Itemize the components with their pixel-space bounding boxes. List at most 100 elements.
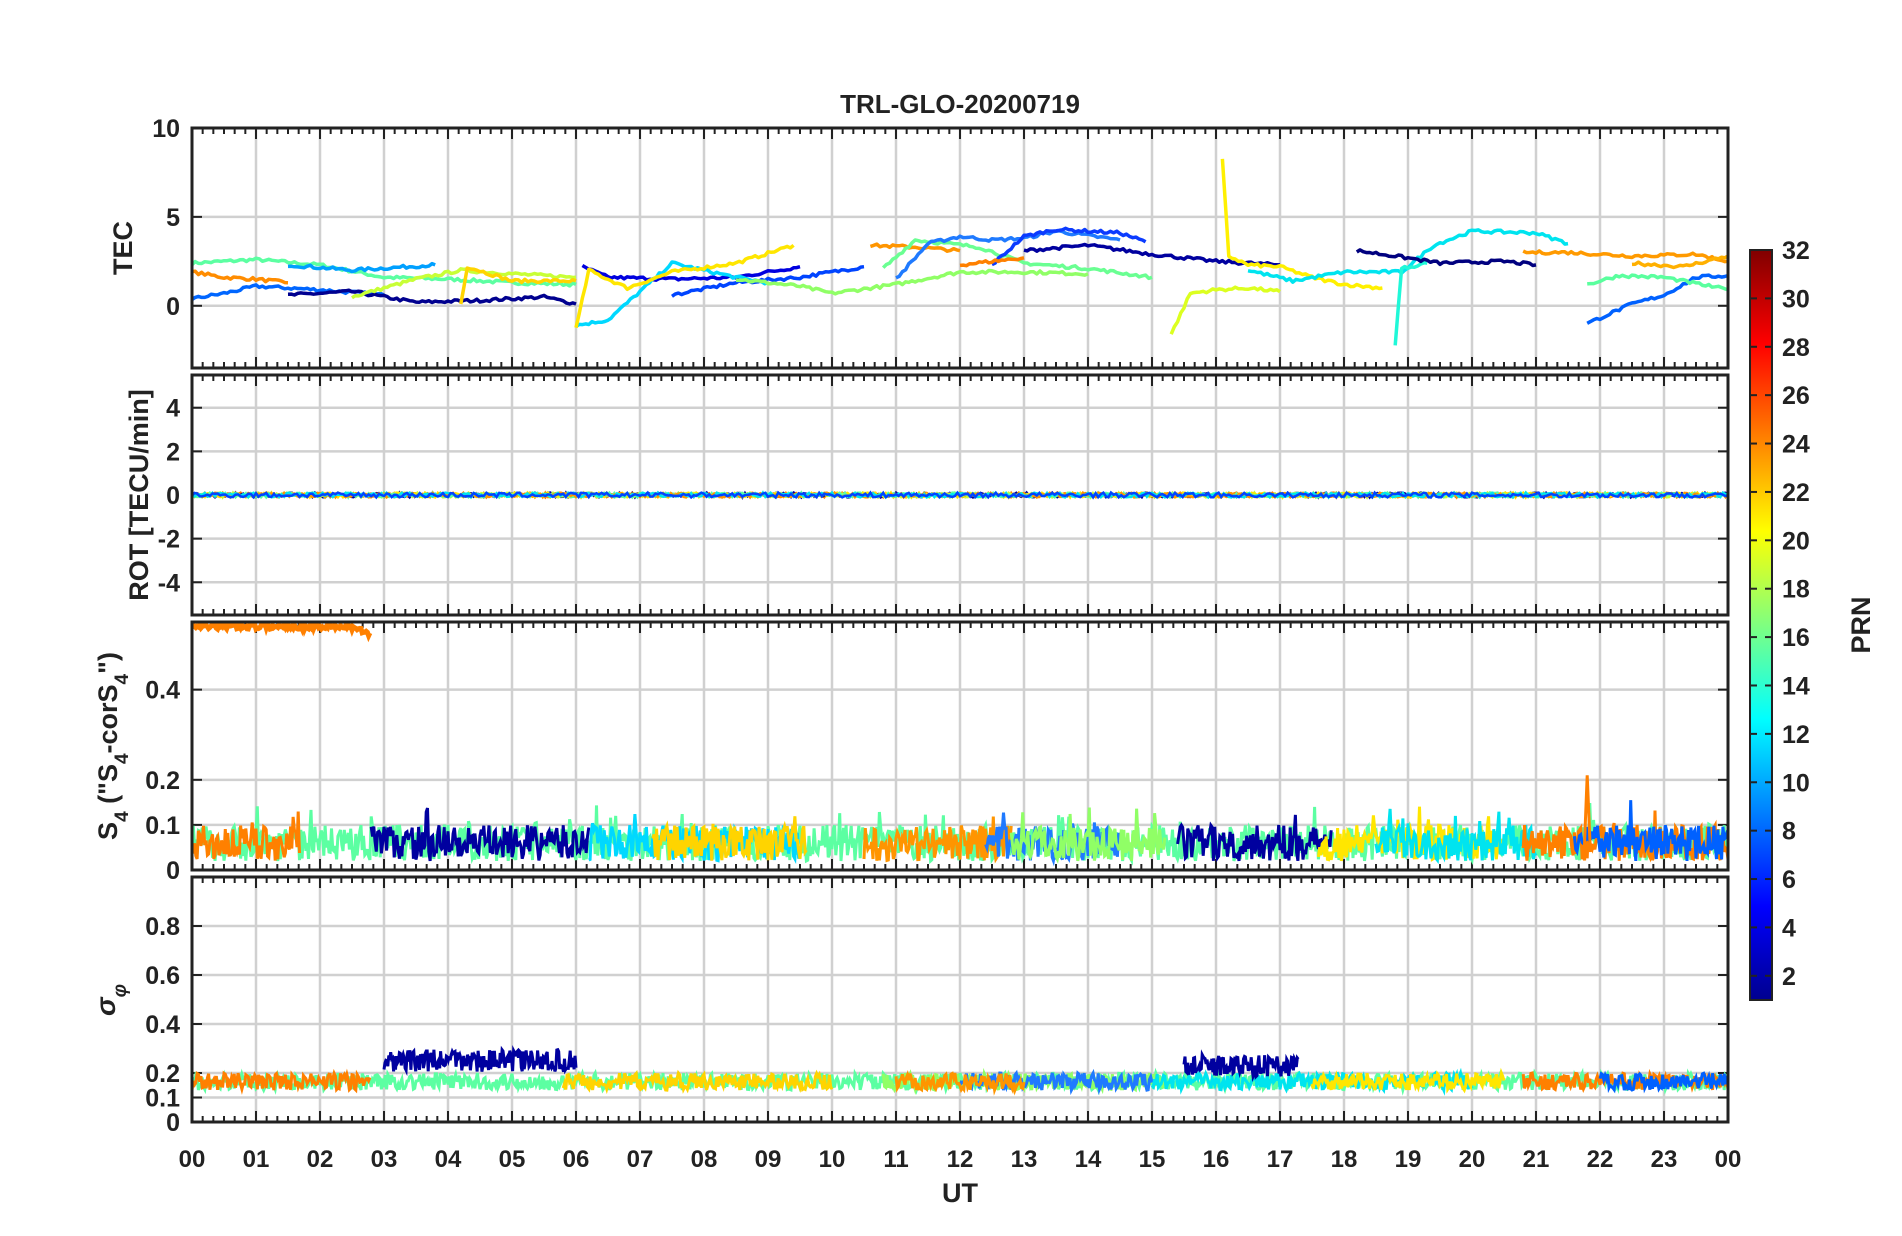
s4-ytick-label: 0.2 xyxy=(145,767,180,795)
tec-series-line xyxy=(1355,248,1537,268)
x-tick-label: 03 xyxy=(371,1146,398,1173)
s4-data xyxy=(192,622,1728,867)
sigma_phi-ytick-label: 0.2 xyxy=(145,1060,180,1088)
tec-series-line xyxy=(1023,242,1281,267)
tec-axis-label: TEC xyxy=(108,221,138,275)
s4-series-line xyxy=(1572,800,1728,862)
s4-series-line xyxy=(862,816,1013,864)
x-tick-label: 02 xyxy=(307,1146,334,1173)
x-tick-label: 15 xyxy=(1139,1146,1166,1173)
colorbar-tick-label: 32 xyxy=(1782,237,1810,265)
x-tick-label: 21 xyxy=(1523,1146,1550,1173)
x-tick-label: 09 xyxy=(755,1146,782,1173)
colorbar-label: PRN xyxy=(1846,596,1876,653)
tec-series-line xyxy=(287,288,577,306)
tec-series-line xyxy=(575,260,769,329)
rot-frame xyxy=(190,373,1730,617)
tec-series-line xyxy=(735,268,1089,296)
tec-series-line xyxy=(869,242,961,253)
tec-series-line xyxy=(287,261,436,274)
rot-ytick-label: 0 xyxy=(166,482,180,510)
tec-series-line xyxy=(1169,285,1281,335)
sigma-enhancement-line xyxy=(1182,1049,1300,1083)
sigma_phi-ytick-label: 0 xyxy=(166,1109,180,1137)
x-tick-label: 11 xyxy=(883,1146,908,1173)
s4-series-line xyxy=(984,812,1122,867)
s4-series-line xyxy=(651,816,808,861)
rot-series-line xyxy=(192,490,1728,500)
colorbar-tick-label: 4 xyxy=(1782,914,1796,942)
tec-series-line xyxy=(581,263,801,282)
x-tick-label: 06 xyxy=(563,1146,590,1173)
tec-series-line xyxy=(1631,254,1728,270)
rot-panel: -4 -2 0 2 4 xyxy=(158,373,1730,617)
x-tick-label: 14 xyxy=(1075,1146,1102,1173)
s4-ytick-label: 0.4 xyxy=(145,677,180,705)
x-tick-label: 22 xyxy=(1587,1146,1614,1173)
rot-ytick-label: 2 xyxy=(166,438,180,466)
tec-series-line xyxy=(671,264,865,298)
x-tick-label: 10 xyxy=(819,1146,846,1173)
tec-series-line xyxy=(991,226,1147,267)
sigma_phi-data xyxy=(192,1045,1728,1096)
x-tick-label: 13 xyxy=(1011,1146,1038,1173)
tec-series-line xyxy=(959,256,1025,268)
x-tick-label: 20 xyxy=(1459,1146,1486,1173)
rot-ytick-label: 4 xyxy=(166,395,180,423)
x-tick-labels: 00 01 02 03 04 05 06 07 08 09 10 11 12 13 14 15 16 17 18 19… xyxy=(179,1146,1742,1173)
s4-series-line xyxy=(1009,807,1167,864)
x-tick-label: 17 xyxy=(1267,1146,1294,1173)
x-tick-label: 04 xyxy=(435,1146,462,1173)
s4-ytick-label: 0.1 xyxy=(145,812,180,840)
tec-frame xyxy=(190,126,1730,370)
sigma-enhancement-line xyxy=(382,1045,578,1077)
tec-series-line xyxy=(574,243,795,329)
rot-data xyxy=(192,490,1728,500)
colorbar-tick-label: 6 xyxy=(1782,866,1796,894)
colorbar-tick-label: 18 xyxy=(1782,576,1810,604)
colorbar-tick-label: 20 xyxy=(1782,527,1810,555)
x-tick-label: 12 xyxy=(947,1146,974,1173)
tec-series-line xyxy=(351,267,577,300)
x-tick-label: 05 xyxy=(499,1146,526,1173)
x-tick-label: 16 xyxy=(1203,1146,1230,1173)
colorbar-tick-label: 28 xyxy=(1782,334,1810,362)
tec-series-line xyxy=(1522,249,1728,264)
s4-series-line xyxy=(1316,806,1506,862)
colorbar-tick-label: 24 xyxy=(1782,431,1810,459)
s4-series-line xyxy=(369,807,591,862)
sigma-series-line xyxy=(958,1068,1154,1096)
colorbar-tick-label: 10 xyxy=(1782,769,1810,797)
tec-ytick-label: 10 xyxy=(152,115,180,143)
sigma_phi-frame xyxy=(190,875,1730,1124)
tec-series-line xyxy=(459,266,577,305)
s4-series-line xyxy=(1176,814,1333,863)
colorbar-tick-label: 14 xyxy=(1782,672,1810,700)
x-tick-label: 23 xyxy=(1651,1146,1678,1173)
x-axis-label: UT xyxy=(942,1178,978,1208)
colorbar-tick-label: 26 xyxy=(1782,382,1810,410)
colorbar-gradient xyxy=(1749,249,1773,1001)
tec-series-line xyxy=(1586,273,1728,325)
x-tick-label: 00 xyxy=(1715,1146,1742,1173)
tec-series-line xyxy=(1587,273,1728,292)
colorbar-tick-label: 8 xyxy=(1782,818,1796,846)
s4-panel: 0 0.1 0.2 0.4 xyxy=(145,620,1730,885)
tec-series-line xyxy=(1220,158,1383,291)
x-tick-label: 07 xyxy=(627,1146,654,1173)
rot-axis-label: ROT [TECU/min] xyxy=(124,389,154,600)
x-tick-label: 00 xyxy=(179,1146,206,1173)
s4-ytick-label: 0 xyxy=(166,857,180,885)
chart-title: TRL-GLO-20200719 xyxy=(840,89,1080,119)
colorbar-tick-label: 30 xyxy=(1782,285,1810,313)
x-tick-label: 19 xyxy=(1395,1146,1422,1173)
rot-ytick-label: -4 xyxy=(158,569,180,597)
colorbar-tick-label: 16 xyxy=(1782,624,1810,652)
sigma-series-line xyxy=(1310,1067,1506,1094)
s4-series-line xyxy=(192,811,301,861)
sigma-series-line xyxy=(192,1068,372,1095)
sigma_phi-ytick-label: 0.6 xyxy=(145,962,180,990)
tec-ytick-label: 0 xyxy=(166,293,180,321)
